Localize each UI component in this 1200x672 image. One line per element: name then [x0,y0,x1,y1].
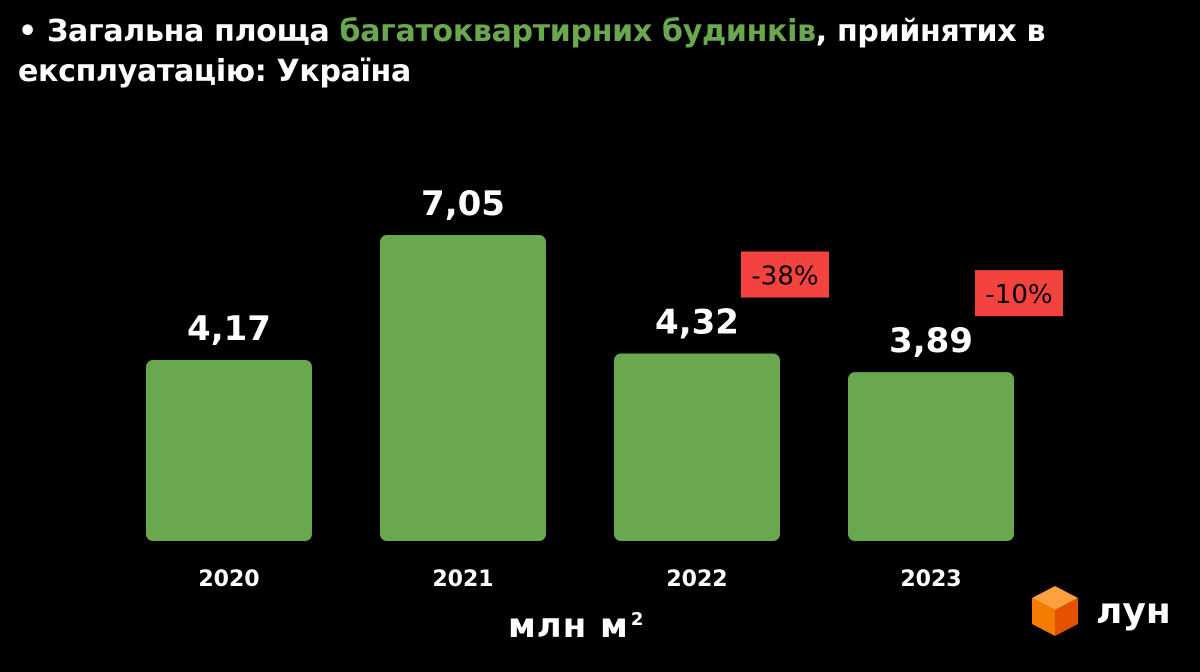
logo: лун [1030,584,1171,638]
logo-text: лун [1096,590,1171,632]
bar-2022 [614,353,780,541]
change-badge-2023 [975,270,1063,317]
chart-title: • Загальна площа багатоквартирних будинк… [18,12,1178,92]
value-label-2023: 3,89 [889,321,973,361]
change-label-2022: -38% [751,262,818,292]
unit-base: млн м [508,606,629,646]
value-label-2022: 4,32 [655,303,739,343]
orange-cube-icon [1032,586,1078,636]
bar-2021 [380,235,546,541]
title-bullet: • [18,14,37,49]
x-tick-2023: 2023 [900,567,961,592]
x-tick-2021: 2021 [432,567,493,592]
change-badge-2022 [741,251,829,298]
change-label-2023: -10% [985,280,1052,310]
bar-2023 [848,372,1014,541]
x-tick-2020: 2020 [198,567,259,592]
x-tick-2022: 2022 [666,567,727,592]
title-part1: Загальна площа [47,14,330,49]
value-label-2020: 4,17 [187,309,271,349]
title-part2: , прийнятих в експлуатацію: Україна [18,14,1046,89]
unit-superscript: 2 [630,608,645,630]
value-label-2021: 7,05 [421,184,505,224]
title-highlight: багатоквартирних будинків [339,14,817,49]
bar-2020 [146,360,312,541]
